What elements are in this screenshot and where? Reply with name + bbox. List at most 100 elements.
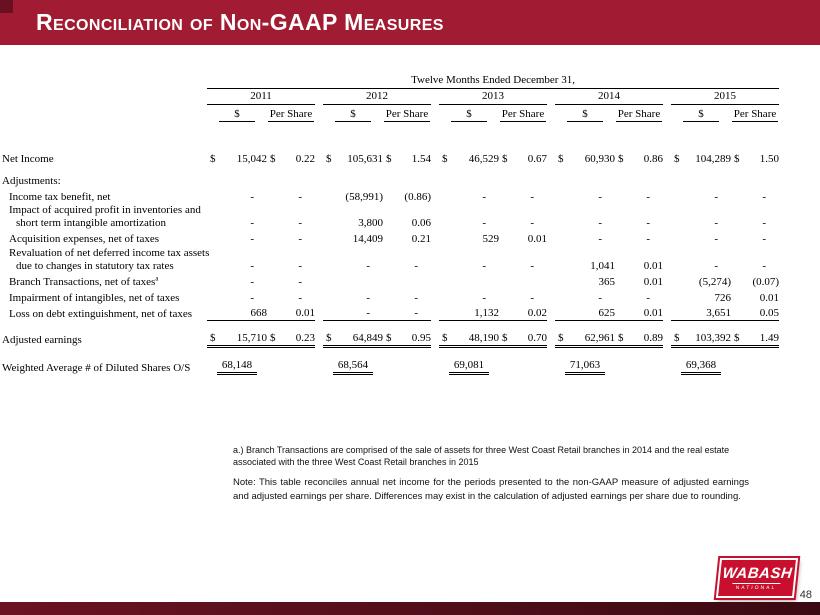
cell: - <box>366 259 370 272</box>
cell: 625 <box>598 307 616 320</box>
period-header: Twelve Months Ended December 31, <box>207 72 780 89</box>
cell: 0.01 <box>643 259 663 272</box>
title-bar <box>0 0 820 45</box>
cell: - <box>598 291 602 304</box>
cell: - <box>714 233 718 246</box>
cell: 69,368 <box>671 347 731 375</box>
dollar-subheader: $ <box>671 104 731 122</box>
cell: $1.54 <box>386 152 431 165</box>
cell: 0.01 <box>759 291 780 304</box>
year-header-row: 2011 2012 2013 2014 2015 <box>2 88 780 105</box>
cell: $64,849 <box>323 320 383 349</box>
table-row: Impact of acquired profit in inventories… <box>2 204 779 230</box>
cell: - <box>598 217 602 230</box>
table-row: Weighted Average # of Diluted Shares O/S… <box>2 347 779 375</box>
cell: - <box>250 191 254 203</box>
cell: - <box>714 217 718 230</box>
period-header-row: Twelve Months Ended December 31, <box>2 72 780 89</box>
year-header: 2012 <box>323 88 431 105</box>
cell: - <box>298 233 302 246</box>
year-header: 2013 <box>439 88 547 105</box>
cell: $105,631 <box>326 152 383 165</box>
cell: $0.86 <box>618 152 663 165</box>
table-row: Net Income $15,042 $0.22 $105,631 $1.54 $46,5… <box>2 144 779 166</box>
bottom-bar <box>0 602 820 615</box>
cell: 529 <box>482 233 500 246</box>
cell: 1,041 <box>590 259 615 272</box>
cell: 3,651 <box>706 307 731 320</box>
cell: - <box>530 291 534 304</box>
cell <box>383 273 431 289</box>
cell: 0.01 <box>295 307 315 320</box>
cell: (0.86) <box>404 191 431 203</box>
footnote-a: a.) Branch Transactions are comprised of… <box>233 445 730 468</box>
cell: 68,564 <box>323 347 383 375</box>
table-row: Branch Transactions, net of taxesa - - 365 0… <box>2 273 779 289</box>
wabash-logo-subtext: NATIONAL <box>731 583 781 591</box>
row-label: Adjustments: <box>2 175 61 187</box>
cell: 668 <box>250 307 268 320</box>
wabash-logo: WABASH NATIONAL <box>715 558 799 598</box>
cell: - <box>646 191 650 203</box>
cell: - <box>250 259 254 272</box>
row-label: Loss on debt extinguishment, net of taxe… <box>9 307 192 320</box>
cell: 0.02 <box>527 307 547 320</box>
dollar-subheader: $ <box>439 104 499 122</box>
cell: 0.01 <box>527 233 547 246</box>
row-label: Adjusted earnings <box>2 333 82 346</box>
cell: - <box>414 307 418 320</box>
cell: $48,190 <box>439 320 499 349</box>
row-label: Income tax benefit, net <box>9 191 111 203</box>
note-text: Note: This table reconciles annual net i… <box>233 477 749 503</box>
year-header: 2011 <box>207 88 315 105</box>
cell: $0.89 <box>615 320 663 349</box>
table-row: Adjusted earnings $15,710 $0.23 $64,849 $0.9… <box>2 320 780 349</box>
cell: - <box>250 275 254 288</box>
cell: $62,961 <box>555 320 615 349</box>
row-label: Branch Transactions, net of taxesa <box>9 274 159 288</box>
cell: - <box>482 217 486 230</box>
cell: - <box>250 217 254 230</box>
cell: 0.01 <box>643 275 663 288</box>
cell: 3,800 <box>358 217 383 230</box>
cell: $15,042 <box>210 152 267 165</box>
per-share-subheader: Per Share <box>499 104 547 122</box>
dollar-subheader: $ <box>207 104 267 122</box>
cell: - <box>298 275 302 288</box>
reconciliation-table: Twelve Months Ended December 31, 2011 2012… <box>2 72 780 375</box>
cell: $103,392 <box>671 320 731 349</box>
cell: - <box>250 233 254 246</box>
cell: 0.01 <box>643 307 663 320</box>
cell: - <box>298 291 302 304</box>
cell: - <box>646 233 650 246</box>
cell: 14,409 <box>352 233 383 246</box>
wabash-logo-text: WABASH <box>721 565 794 582</box>
cell: $0.95 <box>383 320 431 349</box>
dollar-subheader: $ <box>323 104 383 122</box>
page-number: 48 <box>799 589 812 601</box>
row-label: Revaluation of net deferred income tax a… <box>9 246 210 272</box>
cell: 0.05 <box>759 307 780 320</box>
cell: - <box>298 259 302 272</box>
cell: - <box>762 233 767 246</box>
cell: - <box>714 191 718 203</box>
table-row: Acquisition expenses, net of taxes - - 14,4… <box>2 231 779 247</box>
cell: - <box>762 191 767 203</box>
row-label: Acquisition expenses, net of taxes <box>9 233 159 246</box>
cell: 1,132 <box>474 307 499 320</box>
cell: - <box>414 291 418 304</box>
cell: $46,529 <box>442 152 499 165</box>
cell: (0.07) <box>752 275 780 288</box>
cell: - <box>366 291 370 304</box>
cell <box>499 273 547 289</box>
cell: $1.50 <box>734 152 780 165</box>
cell: $104,289 <box>674 152 731 165</box>
cell: $0.70 <box>499 320 547 349</box>
cell: - <box>298 191 302 203</box>
cell: - <box>598 191 602 203</box>
cell: - <box>762 217 767 230</box>
cell: $60,930 <box>558 152 615 165</box>
cell: 0.21 <box>411 233 431 246</box>
per-share-subheader: Per Share <box>615 104 663 122</box>
